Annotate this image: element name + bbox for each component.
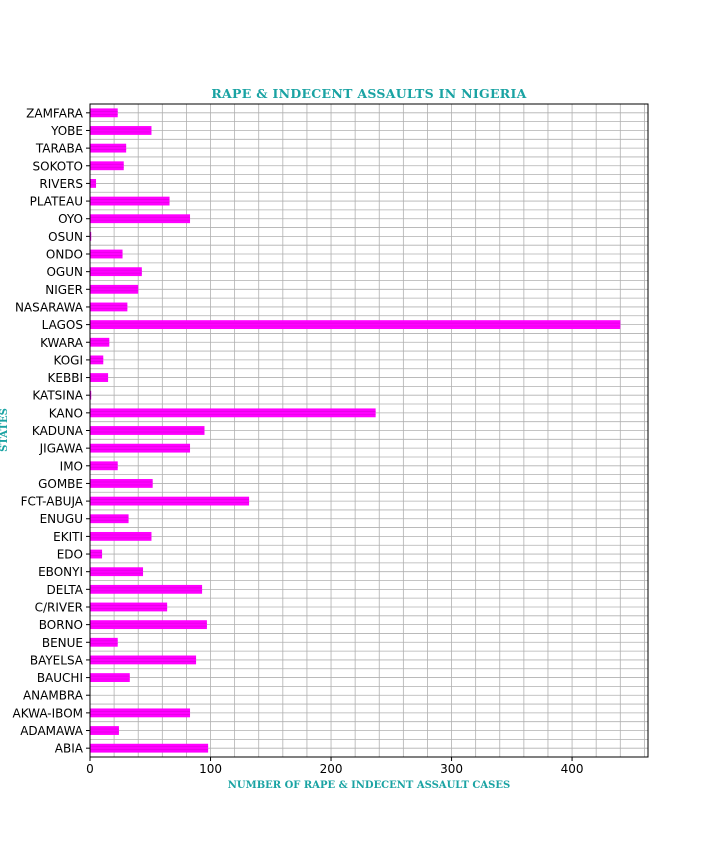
bar-adamawa [90,726,119,735]
y-tick-label: KEBBI [48,371,83,385]
y-tick-label: ONDO [46,248,83,262]
y-tick-label: LAGOS [42,318,83,332]
y-tick-label: OGUN [46,265,83,279]
y-tick-label: BORNO [39,618,83,632]
bar-rivers [90,179,97,188]
x-axis-label: NUMBER OF RAPE & INDECENT ASSAULT CASES [228,780,510,791]
bar-plateau [90,196,170,206]
y-tick-label: OYO [58,212,83,226]
y-tick-label: NIGER [45,283,83,297]
bar-bayelsa [90,655,197,665]
bar-ogun [90,267,142,277]
y-tick-label: GOMBE [38,477,83,491]
y-tick-label: KWARA [40,336,84,350]
bar-edo [90,549,103,559]
bar-abia [90,743,209,753]
bar-kano [90,408,376,418]
y-axis-label: STATES [0,408,10,452]
plot-frame [89,103,649,758]
bar-enugu [90,514,129,524]
bar-kaduna [90,426,205,435]
x-tick-label: 100 [199,762,222,776]
y-tick-label: ANAMBRA [23,689,84,703]
bar-ebonyi [90,567,144,577]
bar-kwara [90,337,110,347]
y-tick-label: EDO [57,548,83,562]
y-tick-label: KATSINA [32,389,83,403]
bar-zamfara [90,108,118,118]
bar-katsina [90,390,92,400]
y-tick-label: ZAMFARA [26,106,84,120]
y-tick-label: BAYELSA [30,653,84,667]
y-tick-label: KANO [49,406,83,420]
x-tick-label: 300 [440,762,463,776]
y-tick-label: EKITI [53,530,83,544]
y-tick-label: EBONYI [38,565,83,579]
y-tick-label: DELTA [47,583,84,597]
y-tick-label: YOBE [50,124,83,138]
y-tick-label: NASARAWA [15,300,84,314]
y-tick-label: BAUCHI [37,671,83,685]
y-tick-label: FCT-ABUJA [21,495,84,509]
y-tick-label: OSUN [48,230,83,244]
bars [90,108,621,753]
y-tick-label: TARABA [35,142,84,156]
y-tick-label: KOGI [54,353,84,367]
bar-c-river [90,602,168,612]
bar-lagos [90,320,621,330]
bar-benue [90,637,118,647]
bar-nasarawa [90,302,128,312]
y-tick-label: C/RIVER [35,600,83,614]
bar-ondo [90,249,123,259]
bar-osun [90,231,92,241]
x-tick-label: 400 [561,762,584,776]
bar-kogi [90,355,104,365]
bar-kebbi [90,373,109,382]
bar-akwa-ibom [90,708,191,718]
y-tick-label: SOKOTO [33,159,84,173]
bar-yobe [90,126,152,135]
bar-borno [90,620,207,630]
bar-jigawa [90,443,191,453]
bar-delta [90,584,203,594]
bar-gombe [90,479,153,488]
bar-imo [90,461,118,471]
bar-fct-abuja [90,496,250,506]
x-tick-label: 0 [86,762,94,776]
y-tick-label: ABIA [55,742,84,756]
y-tick-label: ADAMAWA [20,724,84,738]
bar-ekiti [90,531,152,541]
axis-ticks: ABIA ADAMAWA AKWA-IBOM ANAMBRA BAUCHI BAYELSA… [13,106,584,776]
chart-title: RAPE & INDECENT ASSAULTS IN NIGERIA [211,86,526,101]
y-tick-label: JIGAWA [39,442,84,456]
bar-niger [90,284,139,294]
bar-taraba [90,143,127,153]
x-tick-label: 200 [320,762,343,776]
y-tick-label: KADUNA [32,424,84,438]
bar-sokoto [90,161,124,171]
bar-bauchi [90,673,130,682]
y-tick-label: ENUGU [40,512,83,526]
y-tick-label: PLATEAU [30,195,83,209]
y-tick-label: AKWA-IBOM [13,706,84,720]
y-tick-label: BENUE [42,636,83,650]
bar-oyo [90,214,191,224]
y-tick-label: RIVERS [39,177,83,191]
y-tick-label: IMO [60,459,83,473]
